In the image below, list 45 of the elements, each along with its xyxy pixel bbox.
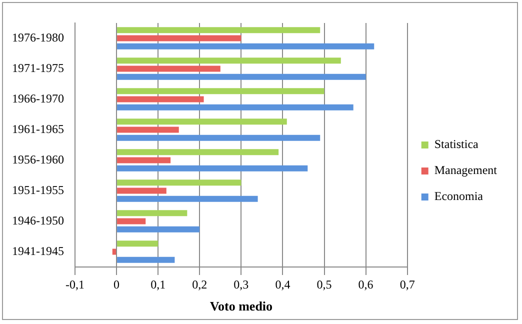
bar	[117, 218, 146, 224]
bar	[117, 196, 258, 202]
y-tick-label: 1961-1965	[12, 122, 64, 136]
bar	[117, 118, 287, 125]
bar	[117, 96, 204, 102]
bar	[117, 226, 200, 232]
legend-label: Economia	[434, 189, 484, 204]
bar	[117, 43, 374, 50]
x-tick-label: 0,5	[316, 277, 332, 292]
x-tick-label: 0,3	[234, 277, 249, 292]
bar	[112, 248, 116, 255]
y-tick-label: 1941-1945	[12, 244, 64, 258]
bar	[117, 104, 354, 110]
legend-label: Management	[434, 163, 498, 178]
x-tick-label: 0,7	[400, 277, 415, 292]
bar	[117, 27, 320, 34]
bar	[117, 180, 242, 186]
bar	[117, 35, 242, 42]
x-tick-label: 0,6	[358, 277, 374, 292]
bar	[117, 149, 279, 156]
x-axis-title: Voto medio	[210, 298, 273, 314]
y-tick-label: 1956-1960	[12, 152, 64, 166]
bar	[117, 210, 188, 216]
legend-label: Statistica	[434, 137, 480, 152]
bar	[117, 88, 324, 94]
y-tick-label: 1951-1955	[12, 182, 64, 197]
bar	[117, 188, 166, 194]
bar	[117, 66, 220, 72]
bar	[117, 157, 171, 164]
x-tick-label: 0,4	[275, 277, 290, 292]
bar	[117, 165, 308, 172]
y-tick-label: 1971-1975	[12, 60, 64, 75]
y-tick-label: 1966-1970	[12, 91, 64, 106]
bar	[117, 240, 158, 247]
y-tick-label: 1946-1950	[12, 213, 64, 228]
bar	[117, 134, 320, 141]
bar	[117, 58, 341, 64]
bar	[117, 74, 366, 80]
x-tick-label: -0,1	[65, 277, 84, 292]
y-tick-label: 1976-1980	[12, 30, 64, 44]
x-tick-label: 0,2	[192, 277, 208, 292]
x-tick-label: 0,1	[150, 277, 166, 292]
bar	[117, 256, 175, 263]
bar	[117, 126, 179, 133]
x-tick-label: 0	[114, 277, 120, 292]
